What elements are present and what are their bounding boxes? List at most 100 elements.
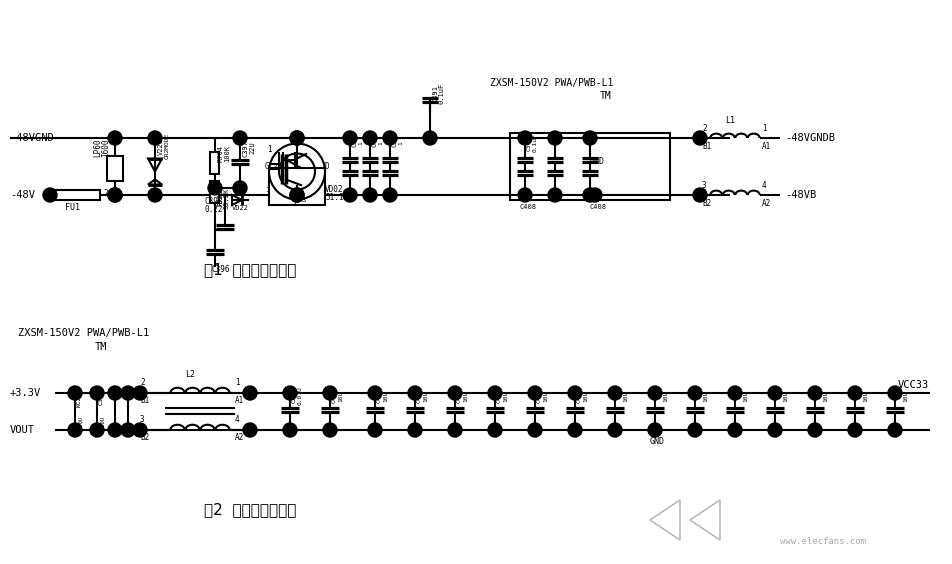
Circle shape [283,423,297,437]
Circle shape [367,386,382,400]
Text: B2: B2 [702,199,710,208]
Circle shape [323,423,337,437]
Text: 10U: 10U [463,390,467,402]
Text: 图2  原输出滤波电路: 图2 原输出滤波电路 [204,503,296,518]
Bar [210,152,219,174]
Text: ZXSM-150V2 PWA/PWB-L1: ZXSM-150V2 PWA/PWB-L1 [489,78,613,88]
Circle shape [847,423,862,437]
Text: A2: A2 [235,434,244,443]
Text: B2: B2 [140,434,149,443]
Text: C404: C404 [497,389,502,403]
Circle shape [367,423,382,437]
Text: 2: 2 [702,124,705,133]
Text: VD02: VD02 [325,185,343,194]
Text: 3: 3 [140,416,145,425]
Circle shape [108,131,122,145]
Bar [268,168,325,205]
Circle shape [383,188,397,202]
Text: -48V: -48V [10,190,35,200]
Text: 100U: 100U [78,416,83,430]
Circle shape [567,423,582,437]
Text: -48VGND: -48VGND [10,133,53,143]
Circle shape [692,131,706,145]
Text: C253: C253 [291,389,297,403]
Text: 10U: 10U [743,390,747,402]
Text: 1: 1 [235,378,239,387]
Circle shape [68,386,82,400]
Text: 10U: 10U [623,390,627,402]
Text: 10U: 10U [863,390,867,402]
Circle shape [243,386,257,400]
Text: 1: 1 [378,141,383,145]
Text: 4: 4 [762,180,765,190]
Circle shape [887,423,901,437]
Text: FU1: FU1 [65,202,80,212]
Text: -48VGNDB: -48VGNDB [784,133,834,143]
Text: 图1  原输入滤波电路: 图1 原输入滤波电路 [204,262,296,277]
Text: 33.2K: 33.2K [224,187,229,209]
Bar [55,190,100,200]
Text: L2: L2 [185,371,195,380]
Text: B1: B1 [702,142,710,151]
Text: 3: 3 [702,180,705,190]
Text: 0.22: 0.22 [205,205,224,214]
Circle shape [727,386,742,400]
Circle shape [807,386,822,400]
Bar [210,180,219,202]
Circle shape [289,131,304,145]
Circle shape [108,423,122,437]
Circle shape [887,386,901,400]
Circle shape [527,386,542,400]
Circle shape [647,386,662,400]
Circle shape [847,386,862,400]
Circle shape [89,386,104,400]
Circle shape [243,423,257,437]
Text: 100U: 100U [100,416,105,430]
Circle shape [232,181,247,195]
Text: 10U: 10U [663,390,667,402]
Text: 0.1uF: 0.1uF [532,134,538,152]
Text: S: S [299,135,304,144]
Text: I600: I600 [101,139,109,157]
Circle shape [607,386,622,400]
Circle shape [692,188,706,202]
Text: 10U: 10U [902,390,907,402]
Text: 0.1uF: 0.1uF [439,82,445,104]
Circle shape [232,131,247,145]
Text: LP60: LP60 [93,139,102,157]
Circle shape [289,131,304,145]
Circle shape [283,386,297,400]
Text: C4: C4 [371,139,378,147]
Text: 1: 1 [267,145,271,154]
Text: R704: R704 [218,144,224,161]
Text: C398: C398 [205,197,224,206]
Circle shape [343,131,357,145]
Circle shape [447,386,462,400]
Circle shape [607,423,622,437]
Text: 1: 1 [398,141,403,145]
Text: 10U: 10U [543,390,547,402]
Text: 10U: 10U [783,390,787,402]
Circle shape [527,423,542,437]
Text: C403: C403 [457,389,462,403]
Text: GND: GND [589,157,605,166]
Text: 2: 2 [272,164,277,170]
Circle shape [547,131,562,145]
Text: C406: C406 [576,389,582,403]
Circle shape [727,423,742,437]
Text: C368: C368 [99,390,104,406]
Circle shape [487,386,502,400]
Text: 51.1: 51.1 [325,193,343,202]
Text: VCC33: VCC33 [897,380,928,390]
Circle shape [108,188,122,202]
Text: 1: 1 [358,141,363,145]
Text: C401: C401 [377,389,382,403]
Text: www.elecfans.com: www.elecfans.com [779,537,865,547]
Circle shape [363,188,377,202]
Text: 2: 2 [291,199,296,208]
Text: ZXSM-150V2 PWA/PWB-L1: ZXSM-150V2 PWA/PWB-L1 [18,328,149,338]
Circle shape [687,386,702,400]
Text: C391: C391 [432,85,439,102]
Text: VOUT: VOUT [10,425,35,435]
Circle shape [89,423,104,437]
